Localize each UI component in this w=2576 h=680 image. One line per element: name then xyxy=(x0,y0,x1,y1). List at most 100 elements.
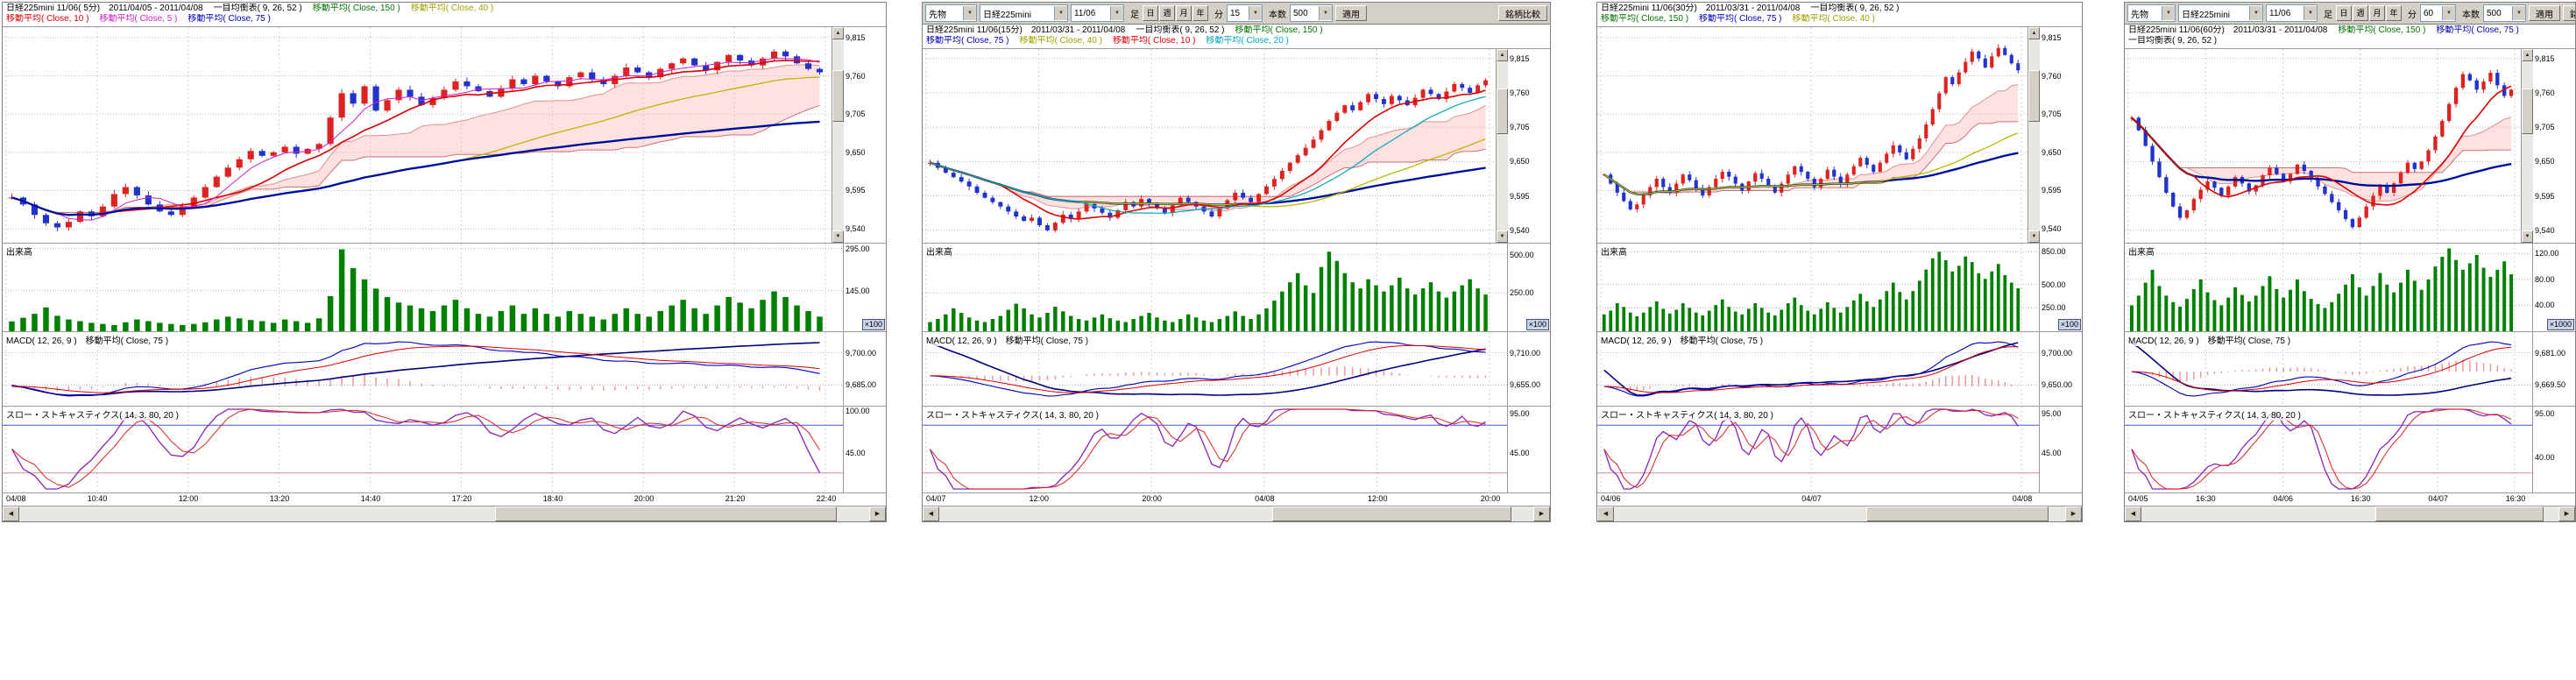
stochastics-label: スロー・ストキャスティクス( 14, 3, 80, 20 ) xyxy=(925,407,1100,421)
time-axis-label: 04/07 xyxy=(1801,494,1822,503)
timeframe-button[interactable]: 日 xyxy=(1143,5,1158,21)
vertical-scroll-track[interactable] xyxy=(1497,61,1508,230)
axis-tick-label: 250.00 xyxy=(2042,303,2066,312)
macd-plot: MACD( 12, 26, 9 ) 移動平均( Close, 75 ) xyxy=(3,332,843,406)
scroll-down-button[interactable]: ▼ xyxy=(2028,230,2040,243)
legend-item: 移動平均( Close, 150 ) xyxy=(313,4,400,13)
axis-tick-label: 95.00 xyxy=(1510,409,1530,418)
bars-select[interactable]: 500 ▼ xyxy=(2483,4,2526,22)
legend-item: 移動平均( Close, 10 ) xyxy=(6,14,88,24)
time-axis-label: 04/08 xyxy=(2013,494,2033,503)
time-axis-label: 22:40 xyxy=(817,494,837,503)
scroll-right-button[interactable]: ▶ xyxy=(2558,506,2575,521)
timeframe-button[interactable]: 月 xyxy=(2369,5,2385,21)
time-axis-label: 20:00 xyxy=(634,494,655,503)
contract-month-select[interactable]: 11/06 ▼ xyxy=(1071,4,1124,22)
chevron-down-icon: ▼ xyxy=(1319,6,1332,20)
vertical-scrollbar[interactable]: ▲ ▼ xyxy=(2521,49,2533,243)
vertical-scrollbar[interactable]: ▲ ▼ xyxy=(2028,27,2040,243)
scroll-up-button[interactable]: ▲ xyxy=(2028,27,2040,39)
volume-scale-badge: ×100 xyxy=(862,319,885,330)
scroll-left-button[interactable]: ◀ xyxy=(1597,506,1614,521)
bars-select[interactable]: 500 ▼ xyxy=(1290,4,1333,22)
scroll-down-button[interactable]: ▼ xyxy=(832,230,844,243)
horizontal-scrollbar[interactable]: ◀ ▶ xyxy=(1597,506,2082,521)
minutes-select[interactable]: 60 ▼ xyxy=(2420,4,2456,22)
price-axis: 9,8159,7609,7059,6509,5959,540 xyxy=(843,27,886,243)
timeframe-button[interactable]: 月 xyxy=(1176,5,1192,21)
symbol-compare-button[interactable]: 銘柄比較 xyxy=(1498,5,1547,21)
volume-label: 出来高 xyxy=(5,244,33,258)
timeframe-button[interactable]: 日 xyxy=(2336,5,2352,21)
vertical-scroll-track[interactable] xyxy=(2522,61,2533,230)
horizontal-scroll-track[interactable] xyxy=(1614,506,2065,521)
horizontal-scrollbar[interactable]: ◀ ▶ xyxy=(2125,506,2575,521)
time-axis-label: 04/07 xyxy=(926,494,946,503)
horizontal-scroll-track[interactable] xyxy=(19,506,869,521)
vertical-scroll-thumb[interactable] xyxy=(2028,70,2040,122)
symbol-compare-button[interactable]: 銘柄比較 xyxy=(2563,5,2575,21)
volume-label: 出来高 xyxy=(2127,244,2155,258)
vertical-scroll-track[interactable] xyxy=(832,39,844,230)
volume-chart xyxy=(3,244,843,331)
time-axis-label: 21:20 xyxy=(725,494,746,503)
scroll-down-button[interactable]: ▼ xyxy=(2522,230,2533,243)
axis-tick-label: 45.00 xyxy=(846,449,866,457)
axis-tick-label: 9,760 xyxy=(846,72,866,81)
scroll-right-button[interactable]: ▶ xyxy=(2065,506,2082,521)
horizontal-scroll-thumb[interactable] xyxy=(1272,506,1511,521)
scroll-left-button[interactable]: ◀ xyxy=(2125,506,2141,521)
contract-month-select[interactable]: 11/06 ▼ xyxy=(2266,4,2318,22)
horizontal-scrollbar[interactable]: ◀ ▶ xyxy=(3,506,886,521)
axis-tick-label: 40.00 xyxy=(2535,301,2555,309)
axis-tick-label: 9,760 xyxy=(1510,89,1530,97)
stochastics-axis: 95.0045.00 xyxy=(2039,407,2082,492)
category-select[interactable]: 先物 ▼ xyxy=(2127,4,2176,22)
apply-button[interactable]: 適用 xyxy=(1335,5,1367,21)
scroll-up-button[interactable]: ▲ xyxy=(832,27,844,39)
axis-tick-label: 9,540 xyxy=(846,224,866,233)
horizontal-scroll-track[interactable] xyxy=(939,506,1533,521)
scroll-left-button[interactable]: ◀ xyxy=(3,506,19,521)
volume-label: 出来高 xyxy=(1600,244,1628,258)
scroll-up-button[interactable]: ▲ xyxy=(2522,49,2533,61)
horizontal-scrollbar[interactable]: ◀ ▶ xyxy=(923,506,1550,521)
legend-item: 日経225mini 11/06(30分) 2011/03/31 - 2011/0… xyxy=(1601,4,1800,13)
vertical-scroll-track[interactable] xyxy=(2028,39,2040,230)
vertical-scroll-thumb[interactable] xyxy=(1497,89,1508,134)
scroll-right-button[interactable]: ▶ xyxy=(1533,506,1550,521)
symbol-select[interactable]: 日経225mini ▼ xyxy=(2178,4,2263,22)
vertical-scrollbar[interactable]: ▲ ▼ xyxy=(832,27,844,243)
category-select-value: 先物 xyxy=(2131,7,2148,20)
category-select[interactable]: 先物 ▼ xyxy=(925,4,977,22)
symbol-select[interactable]: 日経225mini ▼ xyxy=(980,4,1068,22)
scroll-right-button[interactable]: ▶ xyxy=(869,506,886,521)
symbol-select-value: 日経225mini xyxy=(2182,7,2230,20)
chevron-down-icon: ▼ xyxy=(2442,6,2455,20)
scroll-left-button[interactable]: ◀ xyxy=(923,506,939,521)
bars-label: 本数 xyxy=(2462,7,2480,20)
minutes-select[interactable]: 15 ▼ xyxy=(1227,4,1263,22)
timeframe-button[interactable]: 年 xyxy=(2386,5,2402,21)
vertical-scrollbar[interactable]: ▲ ▼ xyxy=(1496,49,1508,243)
macd-pane: MACD( 12, 26, 9 ) 移動平均( Close, 75 ) 9,68… xyxy=(2125,331,2575,406)
legend-item: 移動平均( Close, 75 ) xyxy=(2436,25,2518,35)
axis-tick-label: 95.00 xyxy=(2042,409,2062,418)
apply-button[interactable]: 適用 xyxy=(2529,5,2560,21)
horizontal-scroll-thumb[interactable] xyxy=(495,506,837,521)
scroll-up-button[interactable]: ▲ xyxy=(1497,49,1508,61)
axis-tick-label: 9,540 xyxy=(2535,226,2555,235)
timeframe-label: 足 xyxy=(1130,7,1139,20)
axis-tick-label: 9,681.00 xyxy=(2535,349,2565,358)
scroll-down-button[interactable]: ▼ xyxy=(1497,230,1508,243)
horizontal-scroll-thumb[interactable] xyxy=(1866,506,2049,521)
axis-tick-label: 145.00 xyxy=(846,287,870,295)
horizontal-scroll-track[interactable] xyxy=(2141,506,2558,521)
contract-month-value: 11/06 xyxy=(2269,9,2290,18)
timeframe-button[interactable]: 年 xyxy=(1192,5,1208,21)
vertical-scroll-thumb[interactable] xyxy=(2522,89,2533,134)
timeframe-button[interactable]: 週 xyxy=(2353,5,2368,21)
horizontal-scroll-thumb[interactable] xyxy=(2375,506,2544,521)
timeframe-button[interactable]: 週 xyxy=(1159,5,1175,21)
vertical-scroll-thumb[interactable] xyxy=(832,70,844,122)
